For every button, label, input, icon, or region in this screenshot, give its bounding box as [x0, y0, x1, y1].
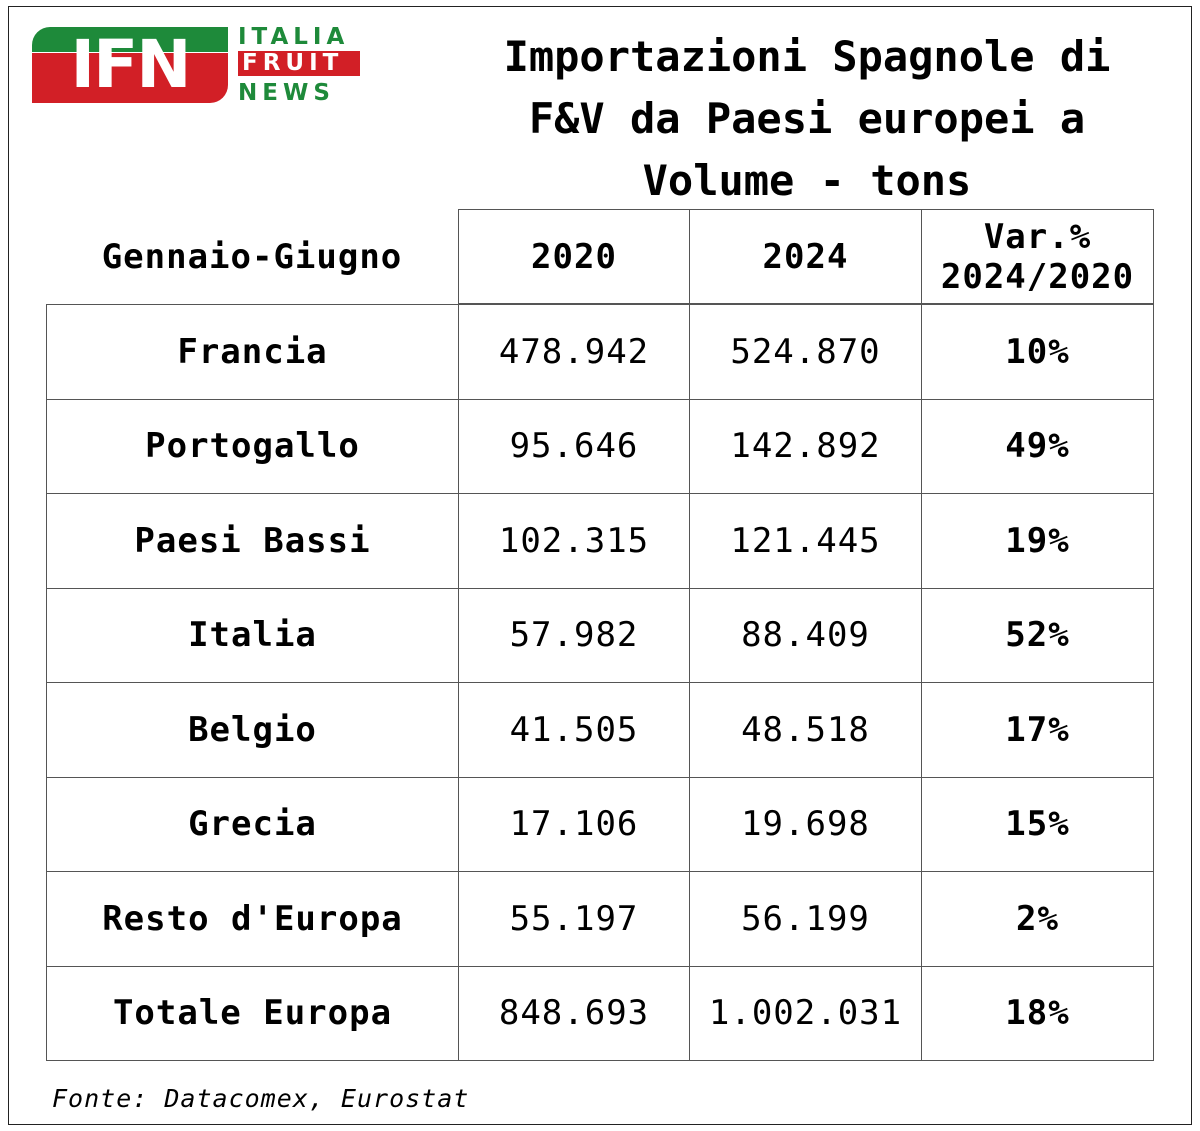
cell-var: 19%: [921, 493, 1154, 589]
logo-word-news: NEWS: [238, 80, 335, 106]
cell-2024: 19.698: [689, 776, 922, 872]
cell-country: Resto d'Europa: [46, 871, 459, 967]
header-var-line-1: Var.%: [983, 216, 1092, 257]
figure-frame: [8, 6, 1192, 1125]
cell-2020: 848.693: [458, 965, 690, 1061]
cell-var: 49%: [921, 398, 1154, 494]
cell-2024: 56.199: [689, 871, 922, 967]
ifn-logo: IFN ITALIA FRUIT NEWS: [32, 24, 362, 108]
chart-title: Importazioni Spagnole di F&V da Paesi eu…: [462, 26, 1152, 212]
data-table: Gennaio-Giugno 2020 2024 Var.% 2024/2020…: [46, 209, 1154, 1061]
cell-2020: 478.942: [458, 304, 690, 400]
cell-2024: 524.870: [689, 304, 922, 400]
cell-2020: 102.315: [458, 493, 690, 589]
cell-var: 10%: [921, 304, 1154, 400]
header-2020: 2020: [458, 209, 690, 304]
cell-2024: 88.409: [689, 587, 922, 683]
cell-2020: 17.106: [458, 776, 690, 872]
cell-var: 15%: [921, 776, 1154, 872]
logo-word-fruit: FRUIT: [238, 51, 360, 76]
header-var-line-2: 2024/2020: [940, 256, 1135, 297]
title-line-2: F&V da Paesi europei a: [528, 94, 1086, 143]
cell-2020: 57.982: [458, 587, 690, 683]
cell-country: Portogallo: [46, 398, 459, 494]
cell-country: Paesi Bassi: [46, 493, 459, 589]
cell-var: 2%: [921, 871, 1154, 967]
cell-2020: 95.646: [458, 398, 690, 494]
cell-country: Italia: [46, 587, 459, 683]
header-var: Var.% 2024/2020: [921, 209, 1154, 304]
cell-var: 17%: [921, 682, 1154, 778]
cell-var: 52%: [921, 587, 1154, 683]
logo-mark-text: IFN: [70, 27, 192, 103]
cell-2024: 142.892: [689, 398, 922, 494]
cell-country: Totale Europa: [46, 965, 459, 1061]
logo-word-italia: ITALIA: [238, 24, 350, 50]
cell-country: Grecia: [46, 776, 459, 872]
source-note: Fonte: Datacomex, Eurostat: [52, 1084, 470, 1113]
cell-2024: 48.518: [689, 682, 922, 778]
cell-2020: 55.197: [458, 871, 690, 967]
title-line-3: Volume - tons: [642, 156, 972, 205]
header-period: Gennaio-Giugno: [101, 236, 403, 277]
cell-var: 18%: [921, 965, 1154, 1061]
cell-country: Belgio: [46, 682, 459, 778]
cell-country: Francia: [46, 304, 459, 400]
header-2024: 2024: [689, 209, 922, 304]
title-line-1: Importazioni Spagnole di: [503, 32, 1111, 81]
cell-2020: 41.505: [458, 682, 690, 778]
cell-2024: 1.002.031: [689, 965, 922, 1061]
logo-mark: IFN: [32, 27, 228, 103]
cell-2024: 121.445: [689, 493, 922, 589]
